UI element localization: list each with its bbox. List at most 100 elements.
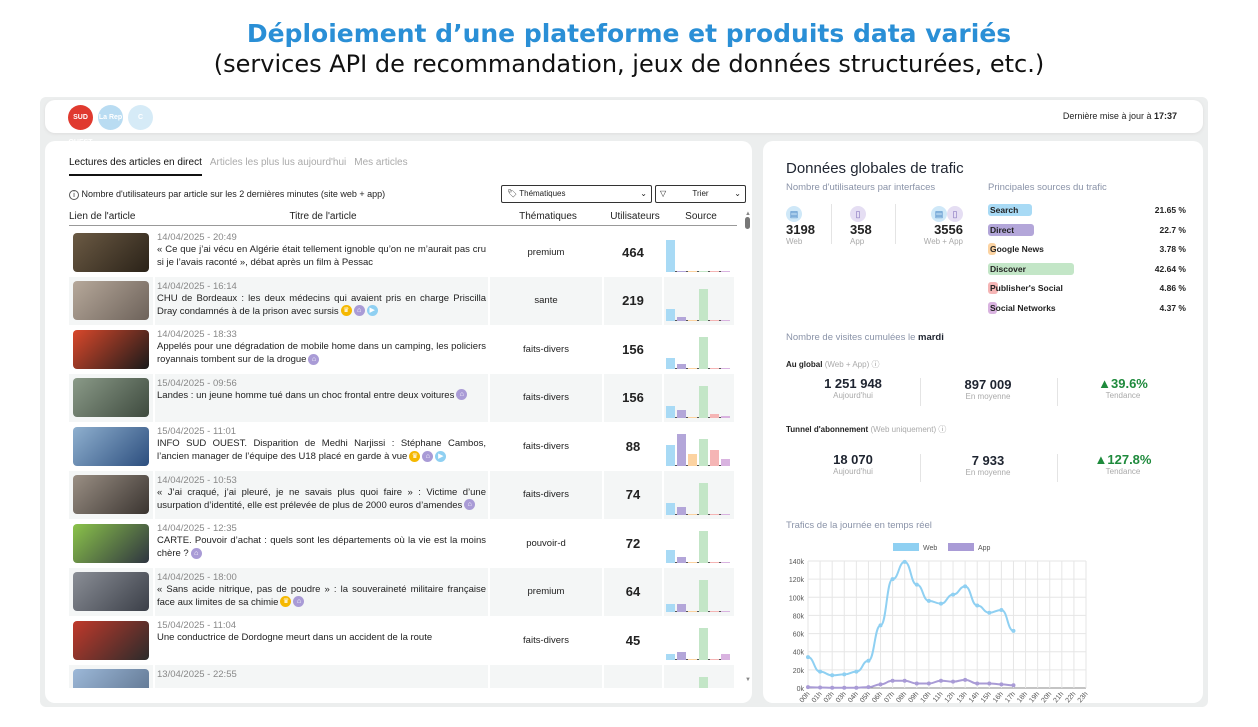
article-thumbnail[interactable] [73, 523, 149, 563]
visits-day: mardi [918, 332, 944, 343]
data-point [999, 607, 1004, 612]
total-users: 3556 [934, 222, 963, 237]
source-bar [721, 562, 730, 563]
source-bar [699, 439, 708, 466]
home-icon: ⌂ [353, 305, 365, 317]
source-bar [988, 301, 997, 314]
article-title[interactable]: Une conductrice de Dordogne meurt dans u… [157, 632, 433, 643]
source-bar [699, 628, 708, 660]
tunnel-title: Tunnel d'abonnement [786, 425, 869, 434]
article-link[interactable] [69, 228, 153, 276]
article-link[interactable] [69, 519, 153, 567]
web-users: 3198 [786, 222, 815, 237]
article-title[interactable]: CARTE. Pouvoir d’achat : quels sont les … [157, 535, 486, 559]
article-link[interactable] [69, 664, 153, 688]
article-theme: faits-divers [523, 440, 569, 452]
article-thumbnail[interactable] [73, 281, 149, 320]
scrollbar-thumb[interactable] [745, 217, 750, 229]
x-tick-label: 21h [1052, 691, 1065, 703]
article-thumbnail[interactable] [73, 669, 149, 688]
y-tick-label: 120k [789, 577, 805, 584]
article-row[interactable]: 14/04/2025 - 16:14 CHU de Bordeaux : les … [69, 276, 737, 325]
legend-swatch [948, 543, 974, 551]
article-date: 13/04/2025 - 22:55 [157, 668, 237, 680]
x-tick-label: 05h [859, 691, 872, 703]
article-link[interactable] [69, 422, 153, 470]
info-icon[interactable]: ⓘ [938, 425, 947, 434]
article-date: 14/04/2025 - 18:33 [157, 329, 237, 340]
article-row[interactable]: 14/04/2025 - 18:33 Appelés pour une dégra… [69, 325, 737, 373]
source-bar [988, 204, 1032, 216]
article-row[interactable]: 15/04/2025 - 11:01 INFO SUD OUEST. Dispar… [69, 422, 737, 470]
x-tick-label: 16h [992, 691, 1005, 703]
article-thumbnail[interactable] [73, 426, 149, 466]
article-row[interactable]: 14/04/2025 - 10:53 « J’ai craqué, j’ai pl… [69, 470, 737, 519]
data-point [854, 685, 859, 690]
article-title[interactable]: CHU de Bordeaux : les deux médecins qui … [157, 292, 486, 317]
x-tick-label: 19h [1028, 691, 1041, 703]
article-theme: faits-divers [523, 343, 569, 355]
article-title[interactable]: Appelés pour une dégradation de mobile h… [157, 341, 486, 365]
home-icon: ⌂ [190, 547, 202, 559]
data-point [914, 681, 919, 686]
article-users: 64 [604, 567, 662, 616]
tab-most-read[interactable]: Articles les plus lus aujourd'hui [209, 157, 347, 168]
traffic-source: Social Networks 4.37 % [988, 301, 1186, 315]
source-pct: 42.64 % [1154, 263, 1186, 274]
source-mini-chart [664, 422, 734, 470]
source-bar [666, 550, 675, 563]
x-tick-label: 13h [956, 691, 969, 703]
sort-select[interactable]: ▽ Trier ⌄ [655, 185, 746, 203]
info-icon[interactable]: ⓘ [871, 360, 880, 369]
article-title[interactable]: « Sans acide nitrique, pas de poudre » :… [157, 583, 486, 608]
article-row[interactable]: 14/04/2025 - 18:00 « Sans acide nitrique,… [69, 567, 737, 616]
article-link[interactable] [69, 470, 153, 519]
article-row[interactable]: 14/04/2025 - 20:49 « Ce que j’ai vécu en … [69, 228, 737, 276]
article-row[interactable]: 15/04/2025 - 09:56 Landes : un jeune homm… [69, 373, 737, 422]
data-point [806, 685, 810, 690]
data-point [830, 673, 835, 678]
source-bar [721, 368, 730, 369]
article-thumbnail[interactable] [73, 232, 149, 272]
article-row[interactable]: 15/04/2025 - 11:04 Une conductrice de Dor… [69, 616, 737, 664]
article-title[interactable]: Landes : un jeune homme tué dans un choc… [157, 389, 455, 401]
browser-icon: ▤ [931, 206, 947, 222]
article-row[interactable]: 14/04/2025 - 12:35 CARTE. Pouvoir d’achat… [69, 519, 737, 567]
data-point [963, 677, 968, 682]
article-thumbnail[interactable] [73, 475, 149, 514]
article-title[interactable]: « J’ai craqué, j’ai pleuré, je ne savais… [157, 486, 486, 511]
page-heading: Déploiement d’une plateforme et produits… [246, 19, 1012, 48]
article-date: 14/04/2025 - 18:00 [157, 571, 237, 583]
source-bar [699, 337, 708, 369]
scrollbar[interactable]: ▲ ▼ [745, 211, 751, 683]
source-name: Search [990, 205, 1019, 215]
article-link[interactable] [69, 373, 153, 422]
logo-sud-ouest[interactable]: SUD OUEST [68, 105, 93, 146]
article-date: 14/04/2025 - 10:53 [157, 474, 237, 486]
source-bar [699, 288, 708, 321]
article-thumbnail[interactable] [73, 329, 149, 369]
article-link[interactable] [69, 325, 153, 373]
source-bar [666, 603, 675, 612]
article-thumbnail[interactable] [73, 620, 149, 660]
article-thumbnail[interactable] [73, 378, 149, 417]
thematic-select[interactable]: 🏷 Thématiques ⌄ [501, 185, 652, 203]
logo-la-rep[interactable]: La Rep [98, 105, 123, 130]
data-point [938, 601, 943, 606]
article-users: 88 [625, 438, 641, 454]
article-link[interactable] [69, 567, 153, 616]
article-thumbnail[interactable] [73, 572, 149, 611]
article-users: 72 [625, 535, 641, 551]
article-row[interactable]: 13/04/2025 - 22:55 [69, 664, 737, 688]
article-link[interactable] [69, 276, 153, 325]
article-link[interactable] [69, 616, 153, 664]
source-bar [710, 414, 719, 418]
article-title[interactable]: « Ce que j’ai vécu en Algérie était tell… [157, 244, 486, 268]
tab-my-articles[interactable]: Mes articles [354, 157, 408, 168]
tab-live[interactable]: Lectures des articles en direct [69, 157, 202, 176]
logo-c[interactable]: C [128, 105, 153, 130]
article-title[interactable]: INFO SUD OUEST. Disparition de Medhi Nar… [157, 438, 486, 462]
filter-icon: ▽ [660, 189, 667, 198]
data-point [926, 598, 931, 603]
kpi-value: ▲39.6% [1098, 376, 1148, 391]
